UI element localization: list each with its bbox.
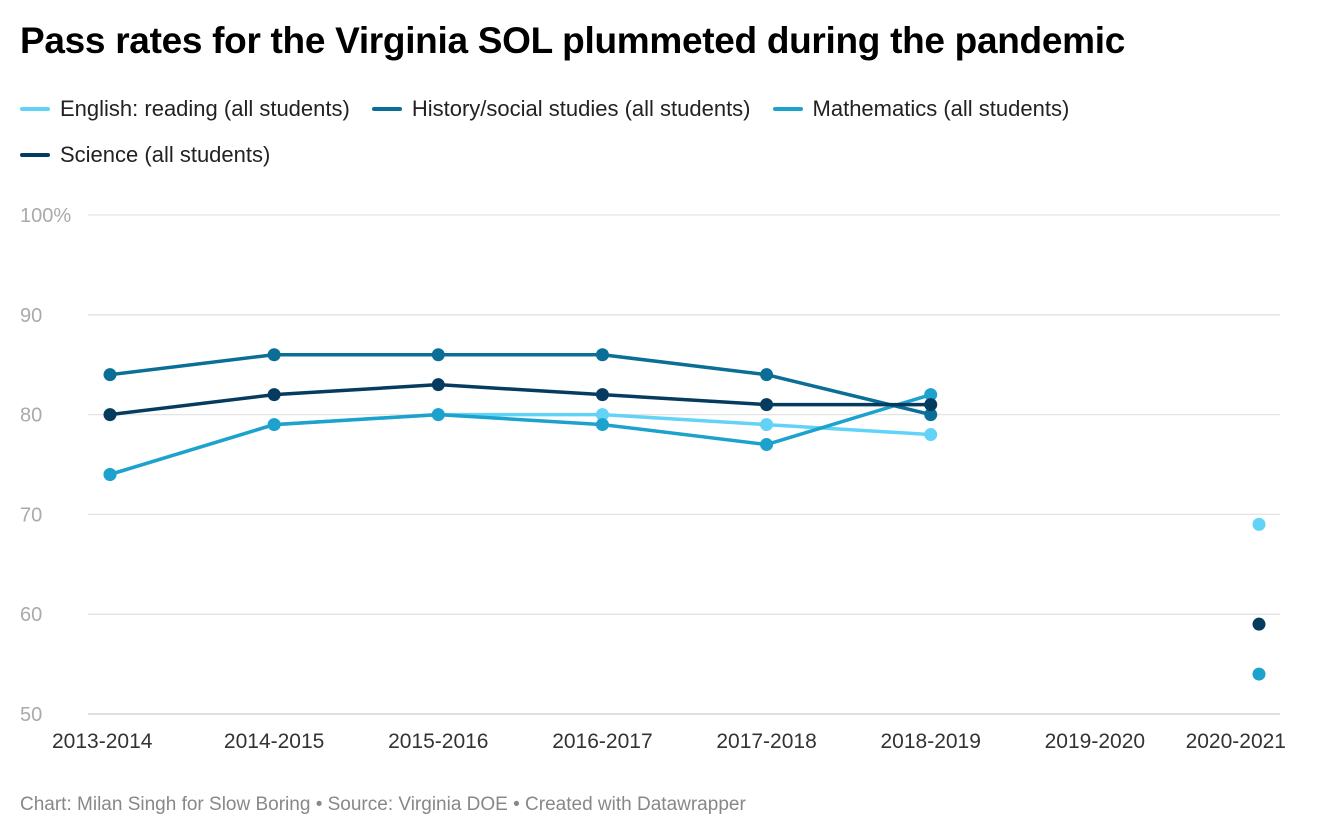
x-tick-label: 2017-2018 [716,730,816,753]
legend-label: English: reading (all students) [60,96,350,121]
data-point [924,398,938,412]
y-tick-label: 50 [20,704,42,726]
chart-title: Pass rates for the Virginia SOL plummete… [20,20,1125,61]
data-point [431,408,445,422]
y-tick-label: 100% [20,205,71,227]
data-point [267,348,281,362]
data-point [431,378,445,392]
data-point [760,438,774,452]
legend-swatch [772,107,803,111]
data-point [595,418,609,432]
data-point [1252,667,1266,681]
legend-item: Science (all students) [20,142,270,168]
data-point [103,368,117,382]
data-point [103,408,117,422]
series-line [109,412,931,477]
y-tick-label: 60 [20,604,42,626]
series-line [109,352,932,417]
x-tick-label: 2015-2016 [388,730,488,753]
x-tick-label: 2020-2021 [1186,730,1286,753]
data-point [1252,617,1266,631]
data-point [595,348,609,362]
data-point [760,368,774,382]
x-tick-label: 2019-2020 [1045,730,1145,753]
legend-item: English: reading (all students) [20,96,350,122]
data-point [924,408,938,422]
data-point [924,388,938,402]
legend-swatch [371,107,402,111]
chart-footer: Chart: Milan Singh for Slow Boring • Sou… [20,794,746,815]
series-line [109,382,931,417]
x-tick-label: 2014-2015 [224,730,324,753]
data-point [431,348,445,362]
legend-item: History/social studies (all students) [371,96,751,122]
data-point [760,418,774,432]
series-line [109,392,932,477]
legend-label: Mathematics (all students) [812,96,1070,121]
y-tick-label: 90 [20,305,42,327]
legend-swatch [20,107,50,111]
x-tick-label: 2013-2014 [52,730,153,753]
legend-label: Science (all students) [60,142,271,167]
legend-label: History/social studies (all students) [411,96,751,121]
legend: English: reading (all students) History/s… [20,96,1300,168]
y-tick-label: 70 [20,504,42,526]
data-point [760,398,774,412]
data-point [924,428,938,442]
data-point [595,388,609,402]
x-tick-label: 2018-2019 [880,730,980,753]
x-tick-label: 2016-2017 [552,730,652,753]
data-point [267,418,281,432]
data-point [595,408,609,422]
data-point [267,388,281,402]
y-tick-label: 80 [20,405,42,427]
data-point [1252,517,1266,531]
legend-swatch [20,153,50,157]
legend-item: Mathematics (all students) [772,96,1070,122]
data-point [103,467,117,481]
